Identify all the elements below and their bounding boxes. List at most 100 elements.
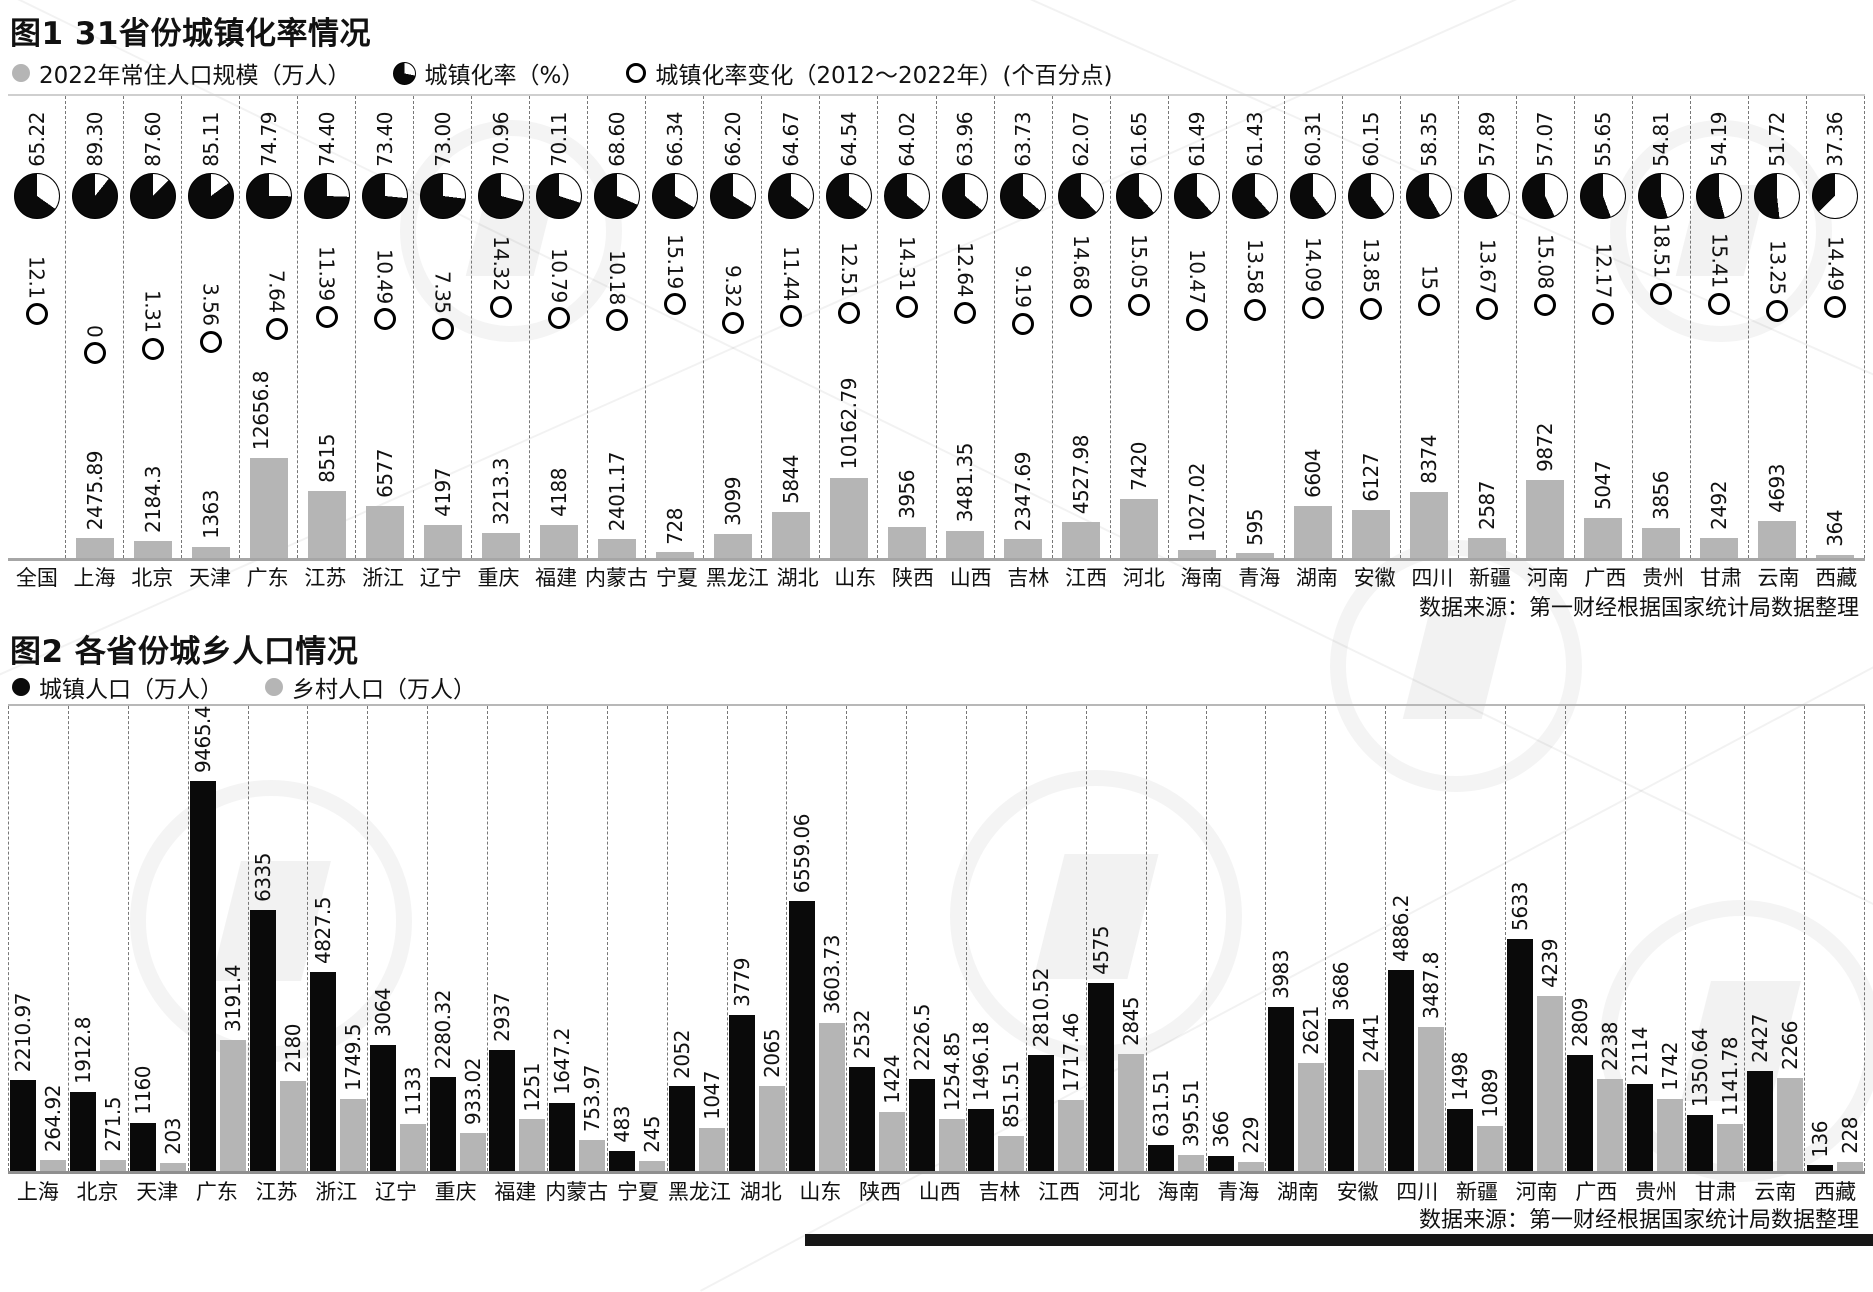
change-ring-icon [1070,295,1093,318]
population-value-label: 3856 [1649,470,1674,520]
change-value-label: 1.31 [140,290,165,333]
urbanization-rate-label: 73.40 [372,112,397,167]
urbanization-pie-icon [1580,173,1627,219]
urban-value-label: 2052 [670,1029,695,1079]
change-marker: 14.32 [489,236,513,319]
urbanization-rate-label: 60.31 [1301,112,1326,167]
population-value-label: 2401.17 [604,451,629,532]
rural-value-label: 1424 [879,1055,904,1105]
urban-bar [1267,1006,1294,1171]
urban-value-label: 2810.52 [1029,968,1054,1048]
legend-label: 城镇人口（万人） [39,677,223,703]
category-label: 黑龙江 [705,566,769,590]
fig2-column: 1912.8 271.5 [67,706,128,1171]
urbanization-rate-label: 55.65 [1591,112,1616,167]
change-value-label: 14.68 [1069,235,1094,291]
population-bar [249,458,288,558]
category-label: 内蒙古 [585,566,649,590]
change-ring-icon [1012,312,1035,335]
change-marker: 12.17 [1591,243,1615,326]
urbanization-rate-label: 87.60 [140,112,165,167]
rural-bar-slot: 1749.5 [339,706,366,1171]
category-label: 山西 [918,1180,961,1204]
rural-bar-slot: 2621 [1297,706,1324,1171]
rural-bar [1237,1161,1264,1171]
urbanization-rate-label: 64.54 [836,112,861,167]
urbanization-pie-icon [1174,173,1221,219]
gray-dot-icon [265,678,283,696]
urban-bar-slot: 1498 [1447,706,1474,1171]
fig1-column: 57.07 15.08 9872 [1515,96,1574,558]
population-bar [1236,553,1275,558]
change-ring-icon [141,337,164,360]
category-label: 辽宁 [419,566,462,590]
change-marker: 12.64 [953,242,977,324]
rural-bar [1297,1063,1324,1171]
rural-bar-slot: 1089 [1477,706,1504,1171]
rural-bar [1058,1100,1085,1171]
fig1-column: 54.81 18.51 3856 [1631,96,1690,558]
fig2-column: 6559.06 3603.73 [786,706,846,1171]
change-ring-icon [1418,294,1441,316]
population-value-label: 4188 [546,468,571,517]
urbanization-pie-icon [1406,173,1453,219]
change-marker: 11.44 [779,246,803,328]
fig2-column: 2052 1047 [666,706,727,1171]
category-label: 浙江 [315,1180,358,1204]
change-value-label: 10.18 [604,249,629,305]
population-value-label: 3956 [894,469,919,519]
population-bar [1120,499,1159,558]
change-marker: 12.51 [837,242,861,324]
change-ring-icon [547,307,570,330]
category-label: 甘肃 [1694,1180,1737,1204]
population-value-label: 9872 [1533,423,1558,473]
urbanization-pie-icon [651,173,698,219]
rural-bar [1118,1053,1145,1171]
category-label: 四川 [1411,566,1454,590]
rural-bar-slot: 1047 [699,706,726,1171]
change-value-label: 12.1 [24,255,49,299]
population-value-label: 728 [662,507,687,545]
change-marker: 15.08 [1533,234,1557,316]
rural-bar [938,1119,965,1171]
population-value-label: 2184.3 [140,465,165,533]
urbanization-rate-label: 66.20 [720,112,745,167]
category-label: 西藏 [1814,1180,1857,1204]
urban-bar [549,1103,576,1171]
fig1-source: 数据来源：第一财经根据国家统计局数据整理 [1418,596,1859,621]
fig1-column: 57.89 13.67 2587 [1457,96,1516,558]
urban-value-label: 2210.97 [11,992,36,1072]
fig1-column: 58.35 15 8374 [1399,96,1458,558]
rural-bar-slot: 229 [1237,706,1264,1171]
change-value-label: 15.08 [1533,233,1558,289]
fig2-column: 2810.52 1717.46 [1025,706,1086,1171]
category-label: 上海 [73,566,116,590]
rural-value-label: 2238 [1598,1021,1623,1071]
rural-bar-slot: 933.02 [459,706,486,1171]
change-marker: 10.47 [1185,249,1209,331]
urbanization-pie-icon [1812,173,1859,219]
legend-label: 2022年常住人口规模（万人） [39,63,351,89]
urban-bar-slot: 3983 [1267,706,1294,1171]
change-value-label: 13.25 [1765,239,1790,295]
category-label: 福建 [494,1180,537,1204]
change-marker: 1.31 [141,290,165,360]
urban-value-label: 3983 [1268,950,1293,999]
category-label: 重庆 [434,1180,477,1204]
rural-bar-slot: 1141.78 [1716,706,1743,1171]
fig2-column: 1647.2 753.97 [546,706,607,1171]
category-label: 贵州 [1642,566,1685,590]
population-value-label: 5844 [778,454,803,504]
fig1-column: 70.11 10.79 4188 [529,96,587,558]
urbanization-rate-label: 85.11 [198,112,223,167]
urbanization-pie-icon [825,173,872,219]
change-value-label: 3.56 [198,283,223,326]
population-bar [1758,520,1797,558]
category-label: 新疆 [1455,1180,1498,1204]
change-ring-icon [954,301,977,324]
urban-value-label: 2937 [490,993,515,1042]
rural-bar-slot: 2845 [1118,706,1145,1171]
urban-value-label: 1496.18 [969,1022,994,1102]
change-marker: 10.18 [605,250,629,332]
population-bar [1352,509,1391,558]
